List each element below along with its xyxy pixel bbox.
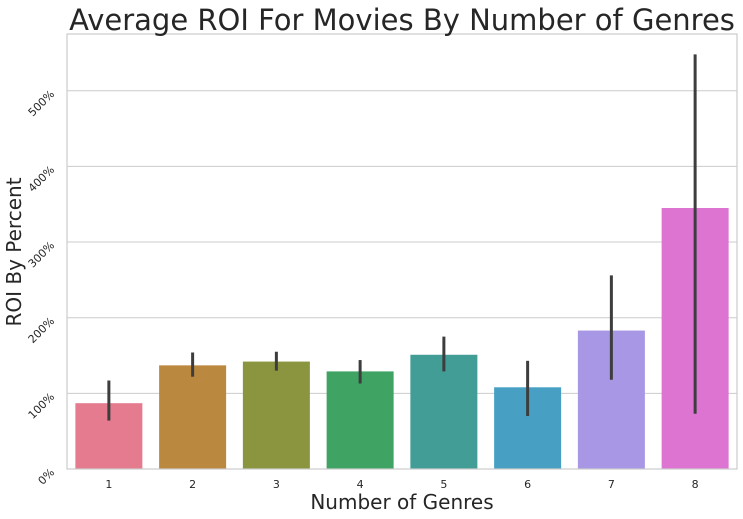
y-tick-label: 0% [36,466,58,488]
x-tick-label: 2 [189,478,196,491]
bar-3 [242,361,310,469]
y-tick-label: 200% [26,315,57,346]
x-tick-label: 1 [105,478,112,491]
bar-5 [410,354,478,469]
x-axis-label: Number of Genres [310,490,493,514]
y-axis-label: ROI By Percent [2,177,26,326]
x-tick-labels: 1 2 3 4 5 6 7 8 [105,478,698,491]
chart-title: Average ROI For Movies By Number of Genr… [69,3,735,37]
y-tick-label: 400% [26,163,57,194]
x-tick-label: 5 [440,478,447,491]
x-tick-label: 4 [357,478,364,491]
plot-frame [66,33,738,470]
x-tick-label: 8 [692,478,699,491]
x-tick-label: 7 [608,478,615,491]
bars [75,208,729,469]
y-tick-label: 100% [26,390,57,421]
bar-4 [326,371,394,469]
x-tick-label: 3 [273,478,280,491]
y-tick-label: 300% [26,239,57,270]
y-tick-labels: 0% 100% 200% 300% 400% 500% [26,88,57,488]
x-tick-label: 6 [524,478,531,491]
y-tick-label: 500% [26,88,57,119]
error-bars [107,54,697,421]
bar-2 [159,365,227,469]
